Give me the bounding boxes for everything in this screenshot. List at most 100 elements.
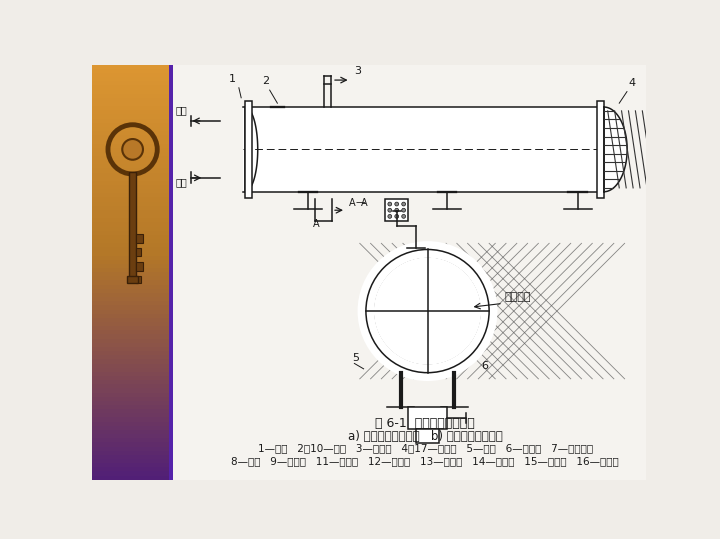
- Bar: [92, 318, 168, 323]
- Bar: [92, 156, 168, 161]
- Bar: [92, 218, 168, 223]
- Bar: [92, 172, 168, 177]
- Bar: [243, 107, 604, 192]
- Text: 4: 4: [629, 78, 636, 88]
- Bar: [92, 106, 168, 111]
- Bar: [92, 334, 168, 340]
- Bar: [92, 376, 168, 381]
- Circle shape: [122, 139, 144, 161]
- Bar: [92, 135, 168, 140]
- Polygon shape: [245, 107, 258, 192]
- Text: 1—端盖   2、10—壳体   3—进气管   4、17—传热管   5—支架   6—出液管   7—放空气管: 1—端盖 2、10—壳体 3—进气管 4、17—传热管 5—支架 6—出液管 7…: [258, 444, 593, 453]
- Bar: [129, 172, 137, 282]
- Bar: [92, 418, 168, 423]
- Bar: [92, 169, 168, 174]
- Bar: [416, 429, 439, 443]
- Bar: [92, 185, 168, 190]
- Bar: [92, 446, 168, 452]
- Circle shape: [402, 202, 405, 206]
- Bar: [92, 89, 168, 94]
- Bar: [92, 430, 168, 435]
- Bar: [92, 372, 168, 377]
- Circle shape: [388, 208, 392, 212]
- Bar: [385, 199, 408, 221]
- Bar: [92, 235, 168, 240]
- Bar: [92, 77, 168, 82]
- Bar: [92, 189, 168, 194]
- Bar: [92, 277, 168, 281]
- Circle shape: [366, 250, 489, 372]
- Text: 8—水槽   9—安全阀   11—平衡管   12—混合管   13—放油阀   14—截液阀   15—压力表   16—进气阀: 8—水槽 9—安全阀 11—平衡管 12—混合管 13—放油阀 14—截液阀 1…: [231, 456, 619, 466]
- Bar: [92, 459, 168, 464]
- Bar: [92, 380, 168, 385]
- Text: 水进: 水进: [176, 177, 187, 188]
- Text: 图 6-1  壳管式冷凝器结构: 图 6-1 壳管式冷凝器结构: [375, 417, 475, 430]
- Text: A: A: [361, 198, 368, 208]
- Bar: [92, 194, 168, 198]
- Bar: [92, 206, 168, 211]
- Bar: [92, 164, 168, 169]
- Bar: [92, 177, 168, 182]
- Bar: [92, 297, 168, 302]
- Bar: [92, 443, 168, 447]
- Bar: [92, 368, 168, 372]
- Bar: [92, 148, 168, 153]
- Text: A: A: [312, 219, 320, 229]
- Bar: [92, 114, 168, 120]
- Bar: [137, 248, 141, 255]
- Bar: [92, 322, 168, 327]
- Bar: [92, 451, 168, 455]
- Text: 5: 5: [352, 353, 359, 363]
- Bar: [92, 355, 168, 360]
- Circle shape: [388, 202, 392, 206]
- Bar: [92, 475, 168, 480]
- Bar: [92, 231, 168, 236]
- Bar: [92, 455, 168, 460]
- Bar: [597, 101, 604, 198]
- Bar: [92, 472, 168, 476]
- Bar: [92, 214, 168, 219]
- Bar: [92, 326, 168, 331]
- Circle shape: [388, 215, 392, 218]
- Bar: [92, 434, 168, 439]
- Bar: [168, 65, 174, 480]
- Text: —: —: [355, 198, 365, 208]
- Bar: [92, 181, 168, 186]
- Bar: [92, 110, 168, 115]
- Bar: [92, 102, 168, 107]
- Bar: [92, 143, 168, 148]
- Bar: [92, 384, 168, 389]
- Bar: [92, 160, 168, 165]
- Bar: [92, 210, 168, 215]
- Bar: [92, 202, 168, 206]
- Circle shape: [395, 215, 399, 218]
- Bar: [92, 69, 168, 74]
- Bar: [92, 268, 168, 273]
- Bar: [92, 426, 168, 431]
- Text: 排管方式: 排管方式: [505, 292, 531, 301]
- Bar: [92, 338, 168, 343]
- Bar: [92, 389, 168, 393]
- Text: A: A: [349, 198, 356, 208]
- Text: a) 卧式壳管式冷凝器   b) 立式壳管式冷凝器: a) 卧式壳管式冷凝器 b) 立式壳管式冷凝器: [348, 431, 503, 444]
- Bar: [92, 86, 168, 91]
- Bar: [92, 280, 168, 286]
- Bar: [92, 467, 168, 472]
- Bar: [92, 463, 168, 468]
- Bar: [92, 314, 168, 319]
- Bar: [92, 255, 168, 260]
- Bar: [92, 94, 168, 99]
- Bar: [92, 123, 168, 128]
- Bar: [92, 140, 168, 144]
- Bar: [92, 243, 168, 248]
- Text: 水出: 水出: [176, 105, 187, 115]
- Bar: [92, 401, 168, 406]
- Text: 2: 2: [262, 76, 269, 86]
- Bar: [92, 152, 168, 157]
- Bar: [92, 197, 168, 203]
- Bar: [92, 330, 168, 335]
- Bar: [92, 347, 168, 352]
- Bar: [92, 285, 168, 289]
- Bar: [92, 289, 168, 294]
- Bar: [92, 409, 168, 414]
